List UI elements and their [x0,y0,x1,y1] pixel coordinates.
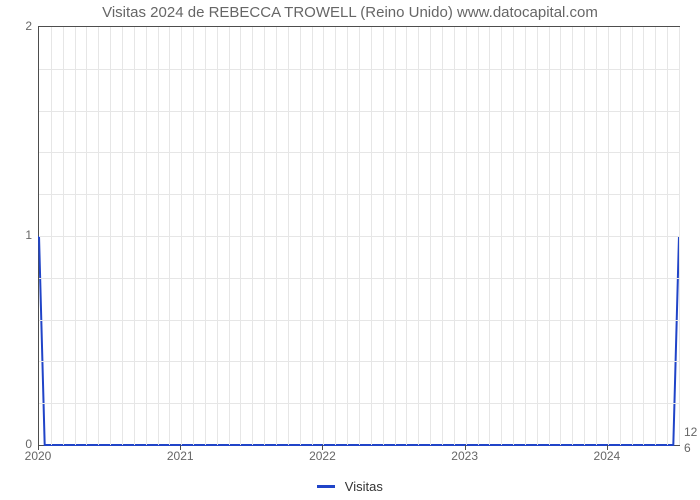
gridline-minor-h [39,403,679,404]
x-tick [607,445,608,450]
gridline-minor-h [39,194,679,195]
x-tick [465,445,466,450]
x-tick [38,445,39,450]
gridline-minor-h [39,152,679,153]
chart-title: Visitas 2024 de REBECCA TROWELL (Reino U… [0,4,700,21]
plot-area [38,26,680,446]
x-tick [180,445,181,450]
gridline-minor-h [39,278,679,279]
y2-tick-label: 12 [684,425,697,439]
x-tick-label: 2023 [451,449,478,463]
legend: Visitas [0,478,700,494]
gridline-minor-h [39,361,679,362]
y-tick-label: 2 [2,19,32,33]
gridline-minor-h [39,69,679,70]
gridline-minor-v [679,27,680,445]
gridline-minor-h [39,111,679,112]
legend-swatch-visitas [317,485,335,488]
legend-label-visitas: Visitas [345,479,383,494]
x-tick-label: 2022 [309,449,336,463]
x-tick-label: 2020 [25,449,52,463]
gridline-minor-h [39,320,679,321]
x-tick-label: 2024 [594,449,621,463]
y-tick-label: 0 [2,437,32,451]
y2-tick-label: 6 [684,441,691,455]
gridline-major-h [39,236,679,237]
x-tick [322,445,323,450]
x-tick-label: 2021 [167,449,194,463]
y-tick-label: 1 [2,228,32,242]
